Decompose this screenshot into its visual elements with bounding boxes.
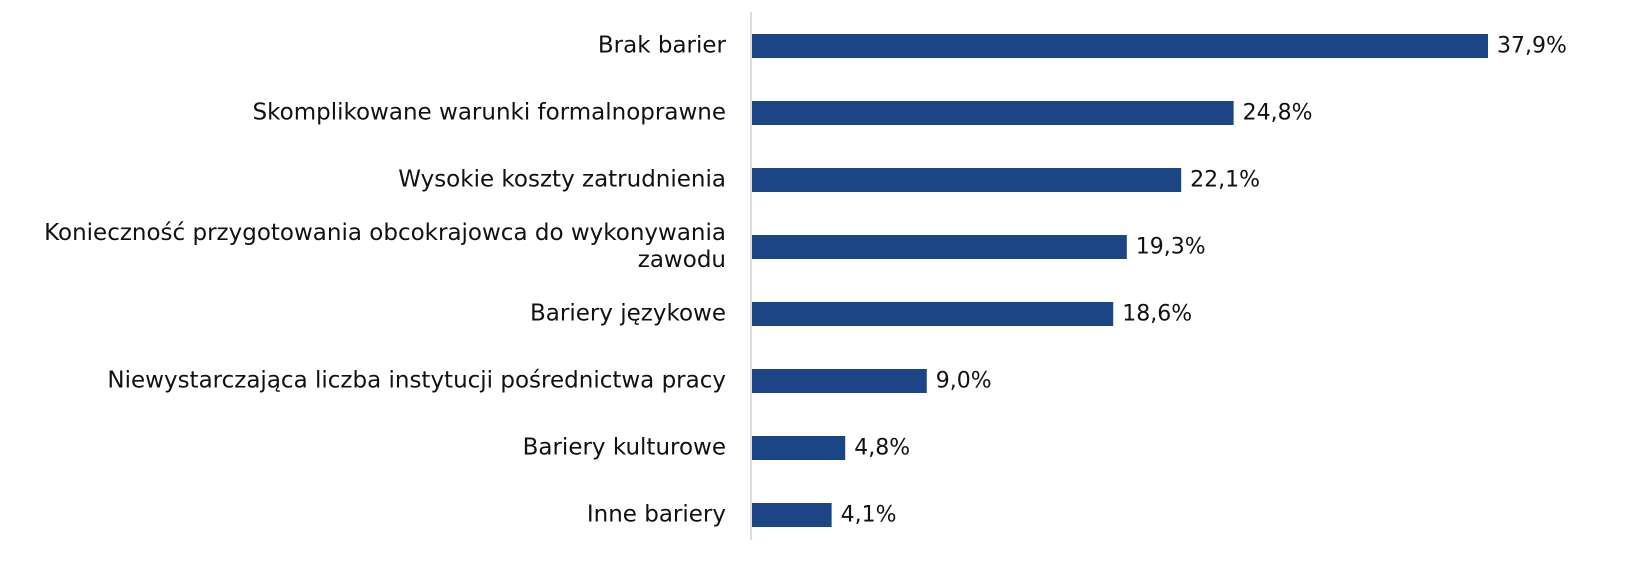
category-label: Bariery językowe	[529, 300, 726, 327]
category-label: Brak barier	[597, 32, 726, 59]
category-label: Skomplikowane warunki formalnoprawne	[252, 99, 726, 126]
value-label: 9,0%	[935, 368, 992, 394]
bar	[752, 34, 1489, 58]
bar	[752, 235, 1127, 259]
bar	[752, 369, 927, 393]
bar	[752, 302, 1114, 326]
category-label: Niewystarczająca liczba instytucji pośre…	[107, 367, 726, 394]
category-label: Konieczność przygotowania obcokrajowca d…	[44, 220, 726, 273]
category-label: Inne bariery	[586, 501, 726, 528]
value-label: 22,1%	[1190, 167, 1261, 193]
value-label: 37,9%	[1497, 33, 1567, 59]
value-label: 19,3%	[1135, 234, 1206, 260]
value-label: 4,8%	[854, 435, 911, 461]
bar	[752, 436, 846, 460]
value-label: 4,1%	[840, 502, 897, 528]
bar	[752, 503, 832, 527]
value-label: 18,6%	[1122, 301, 1193, 327]
category-label: Wysokie koszty zatrudnienia	[398, 166, 726, 193]
bar	[752, 101, 1234, 125]
value-label: 24,8%	[1242, 100, 1313, 126]
category-label: Bariery kulturowe	[522, 434, 726, 461]
bar	[752, 168, 1182, 192]
